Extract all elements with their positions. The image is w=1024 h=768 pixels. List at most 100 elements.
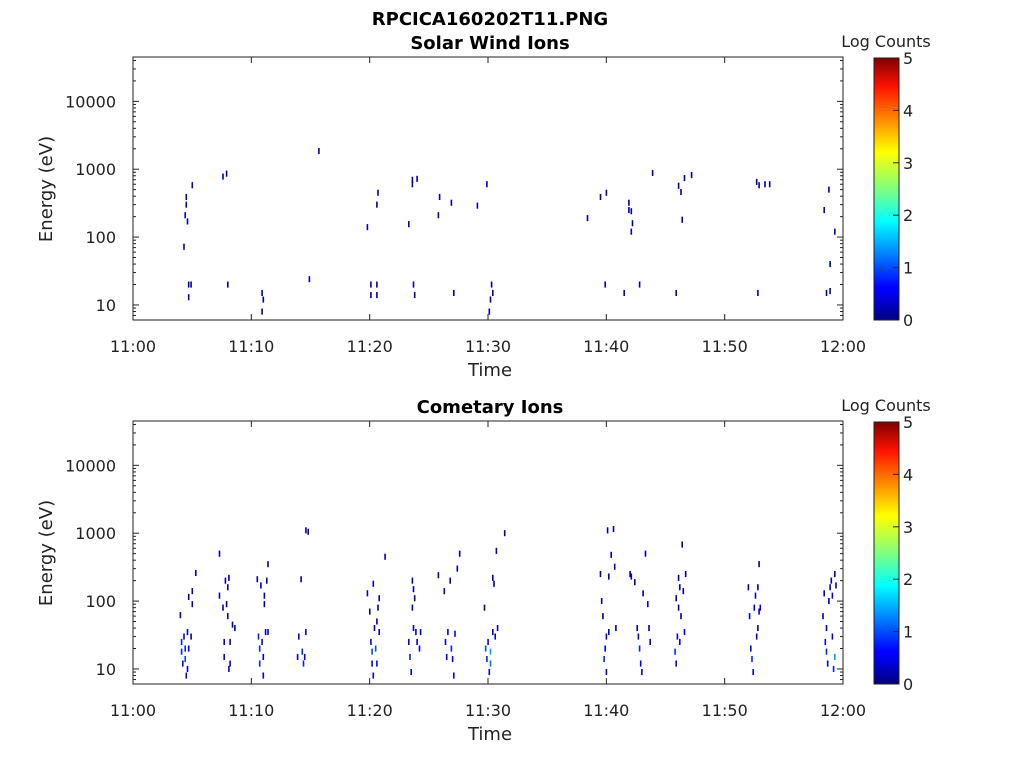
spectrogram-cell [229,660,231,667]
spectrogram-cell [262,296,265,303]
spectrogram-cell [612,526,615,533]
spectrogram-cell [608,573,610,580]
spectrogram-cell [494,633,496,640]
spectrogram-cell [486,656,488,663]
spectrogram-cell [438,193,441,200]
x-tick-label: 11:50 [702,701,748,720]
spectrogram-cell [301,648,304,655]
spectrogram-cell [637,633,640,640]
spectrogram-cell [370,281,372,288]
spectrogram-cell [679,584,681,591]
spectrogram-cell [384,553,386,560]
colorbar-tick-label: 0 [903,675,913,694]
spectrogram-cell [822,613,824,620]
spectrogram-cell [834,571,836,578]
spectrogram-cell [636,625,638,632]
spectrogram-cell [261,308,263,315]
spectrogram-cell [610,551,612,558]
spectrogram-cell [754,592,757,599]
spectrogram-cell [604,281,606,288]
spectrogram-cell [677,182,680,189]
spectrogram-cell [411,604,414,611]
spectrogram-cell [412,586,415,593]
spectrogram-cell [218,592,221,599]
spectrogram-cell [225,170,228,177]
colorbar-tick-label: 1 [903,623,913,642]
spectrogram-cell [437,572,440,579]
spectrogram-cell [447,629,449,636]
y-axis-ticks: 10 100 1000 10000 [65,423,843,685]
spectrogram-cell [408,221,410,228]
spectrogram-cell [825,648,828,655]
spectrogram-cell [185,193,188,200]
spectrogram-cell [453,672,455,679]
spectrogram-cell [443,588,446,595]
spectrogram-cell [195,569,197,576]
spectrogram-cell [829,288,831,295]
spectrogram-cell [307,528,309,535]
spectrogram-cell [231,621,234,628]
x-tick-label: 11:30 [465,701,511,720]
spectrogram-cell [267,629,269,636]
spectrogram-cell [683,629,686,636]
spectrogram-cell [180,648,183,655]
spectrogram-cell [638,281,641,288]
panel-solar-wind: Solar Wind Ions 10 100 1000 10000 11:00 … [36,32,931,381]
spectrogram-cell [682,588,685,595]
spectrogram-cell [223,653,225,660]
spectrogram-cell [757,289,759,296]
spectrogram-cell [828,598,830,605]
spectrogram-cell [605,633,608,640]
spectrogram-cell [366,224,369,231]
colorbar-ticks: 0 1 2 3 4 5 [893,413,913,694]
x-axis-label: Time [467,724,512,745]
colorbar-tick-label: 1 [903,259,913,278]
spectrogram-cell [825,289,828,296]
spectrogram-cell [411,577,414,584]
spectrogram-cell [409,653,411,660]
spectrogram-cell [748,613,751,620]
spectrogram-cell [492,289,494,296]
spectrogram-cell [586,215,589,222]
spectrogram-cell [458,550,461,557]
spectrogram-cell [184,656,186,663]
spectrogram-cell [495,547,498,554]
spectrogram-cell [831,592,834,599]
spectrogram-cell [450,645,453,652]
spectrogram-cell [832,665,835,672]
spectrogram-cell [308,276,311,283]
spectrogram-cell [651,169,654,176]
colorbar-tick-label: 5 [903,413,913,432]
spectrogram-cell [416,638,418,645]
spectrogram-cell [647,601,649,608]
spectrogram-cell [681,216,683,223]
spectrogram-cell [408,638,410,645]
spectrogram-cell [759,604,762,611]
x-tick-label: 11:00 [110,337,156,356]
x-axis-ticks: 11:00 11:10 11:20 11:30 11:40 11:50 12:0… [110,57,866,356]
spectrogram-cell [639,660,642,667]
spectrogram-cell [493,580,495,587]
spectrogram-cell [413,292,416,299]
y-tick-label: 100 [85,228,116,247]
spectrogram-cell [418,645,421,652]
spectrogram-cell [180,638,183,645]
spectrogram-cell [823,590,825,597]
spectrogram-cell [750,645,752,652]
spectrogram-cell [677,574,680,581]
spectrogram-cell [680,613,682,620]
spectrogram-cell [605,189,608,196]
spectrogram-cell [376,201,378,208]
spectrogram-cell [488,308,491,315]
spectrogram-cell [264,629,267,636]
spectrogram-cell [227,613,229,620]
spectrogram-cell [370,292,372,299]
spectrogram-cell [831,633,834,640]
spectrogram-cell [261,638,263,645]
spectrogram-cell [371,660,373,667]
colorbar: Log Counts 0 1 2 3 4 5 [841,32,931,330]
spectrogram-cell [183,243,185,250]
spectrogram-cell [257,633,260,640]
spectrogram-cell [638,645,641,652]
y-tick-label: 10 [96,296,116,315]
